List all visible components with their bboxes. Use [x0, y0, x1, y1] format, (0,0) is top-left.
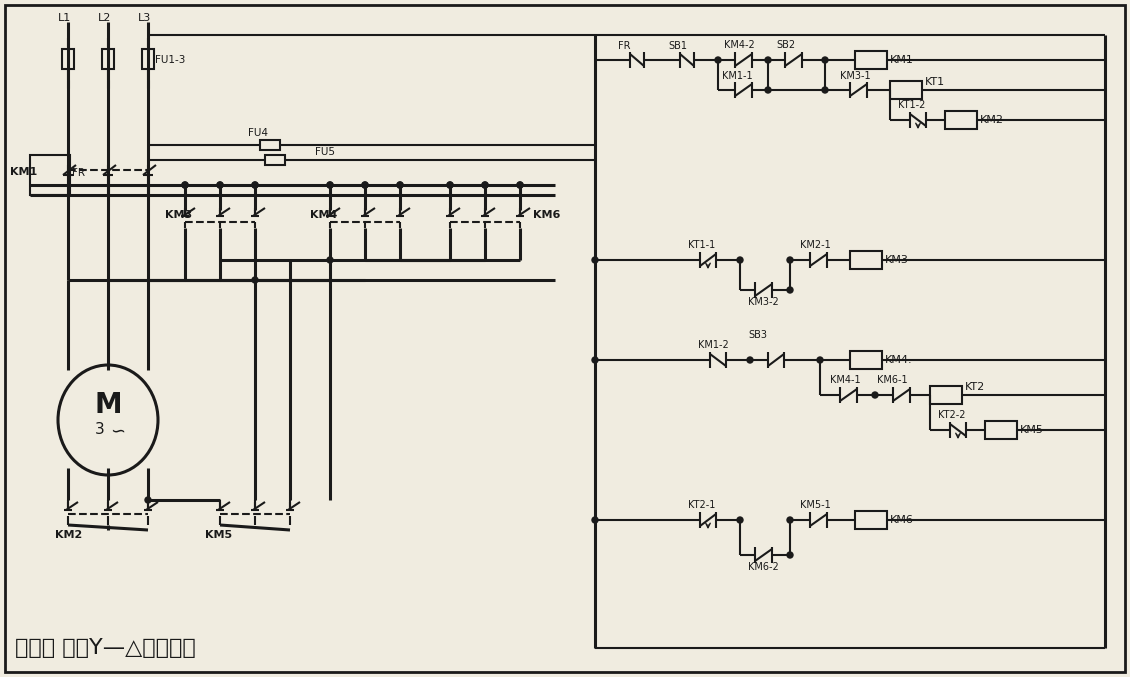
Circle shape: [737, 257, 744, 263]
Circle shape: [447, 182, 453, 188]
Bar: [102, 49, 114, 69]
Text: 3: 3: [95, 422, 105, 437]
Circle shape: [786, 287, 793, 293]
Text: KM5: KM5: [1020, 425, 1044, 435]
Circle shape: [447, 182, 453, 188]
Circle shape: [252, 182, 258, 188]
Text: SB1: SB1: [668, 41, 687, 51]
Text: FR: FR: [618, 41, 631, 51]
Circle shape: [737, 517, 744, 523]
Text: KM6-1: KM6-1: [877, 375, 907, 385]
Bar: [945, 111, 977, 129]
Circle shape: [765, 87, 771, 93]
Text: M: M: [94, 391, 122, 419]
Circle shape: [327, 182, 333, 188]
Text: FU1-3: FU1-3: [155, 55, 185, 65]
Text: KT1-2: KT1-2: [898, 100, 925, 110]
Circle shape: [362, 182, 368, 188]
Bar: [930, 386, 962, 404]
Circle shape: [592, 517, 598, 523]
Text: 全自动 可逆Y—△减压启动: 全自动 可逆Y—△减压启动: [15, 638, 195, 658]
Circle shape: [397, 182, 403, 188]
Circle shape: [217, 182, 223, 188]
Text: FU4: FU4: [247, 128, 268, 138]
Text: KT2-1: KT2-1: [688, 500, 715, 510]
Bar: [31, 155, 70, 195]
Text: KM3-2: KM3-2: [748, 297, 779, 307]
Text: KM4.: KM4.: [885, 355, 913, 365]
Text: KM2-1: KM2-1: [800, 240, 831, 250]
Circle shape: [252, 277, 258, 283]
Circle shape: [822, 57, 828, 63]
Text: KT1: KT1: [925, 77, 945, 87]
Text: KM1: KM1: [10, 167, 37, 177]
Bar: [985, 421, 1017, 439]
Bar: [142, 49, 154, 69]
Bar: [855, 51, 887, 69]
Circle shape: [397, 182, 403, 188]
Text: KM1-2: KM1-2: [698, 340, 729, 350]
Text: KM1-1: KM1-1: [722, 71, 753, 81]
Circle shape: [217, 182, 223, 188]
Text: L2: L2: [98, 13, 112, 23]
Text: FR: FR: [72, 168, 85, 178]
Text: KM6: KM6: [533, 210, 560, 220]
Bar: [850, 351, 883, 369]
Circle shape: [145, 497, 151, 503]
Text: KM6-2: KM6-2: [748, 562, 779, 572]
Circle shape: [592, 257, 598, 263]
Bar: [62, 49, 73, 69]
Text: KT1-1: KT1-1: [688, 240, 715, 250]
Text: KM4: KM4: [310, 210, 338, 220]
Circle shape: [822, 87, 828, 93]
Bar: [855, 511, 887, 529]
Text: KM5-1: KM5-1: [800, 500, 831, 510]
Text: KT2: KT2: [965, 382, 985, 392]
Circle shape: [327, 257, 333, 263]
Text: FU5: FU5: [315, 147, 334, 157]
Text: ∽: ∽: [111, 423, 125, 441]
Bar: [850, 251, 883, 269]
Bar: [266, 155, 285, 165]
Circle shape: [817, 357, 823, 363]
Text: SB3: SB3: [748, 330, 767, 340]
Text: KT2-2: KT2-2: [938, 410, 965, 420]
Text: KM6: KM6: [890, 515, 914, 525]
Text: KM5: KM5: [205, 530, 232, 540]
Circle shape: [786, 517, 793, 523]
Circle shape: [786, 257, 793, 263]
Text: KM4-1: KM4-1: [831, 375, 861, 385]
Circle shape: [483, 182, 488, 188]
Circle shape: [518, 182, 523, 188]
Circle shape: [765, 57, 771, 63]
Text: KM2: KM2: [980, 115, 1003, 125]
Text: KM2: KM2: [55, 530, 82, 540]
Text: L3: L3: [138, 13, 151, 23]
Bar: [890, 81, 922, 99]
Text: KM1: KM1: [890, 55, 914, 65]
Circle shape: [182, 182, 188, 188]
Bar: [260, 140, 280, 150]
Circle shape: [592, 357, 598, 363]
Circle shape: [715, 57, 721, 63]
Text: KM3: KM3: [885, 255, 909, 265]
Circle shape: [327, 182, 333, 188]
Circle shape: [252, 182, 258, 188]
Circle shape: [483, 182, 488, 188]
Circle shape: [362, 182, 368, 188]
Text: L1: L1: [58, 13, 71, 23]
Circle shape: [786, 552, 793, 558]
Text: KM4-2: KM4-2: [724, 40, 755, 50]
Circle shape: [872, 392, 878, 398]
Text: KM3-1: KM3-1: [840, 71, 870, 81]
Text: SB2: SB2: [776, 40, 796, 50]
Circle shape: [747, 357, 753, 363]
Circle shape: [182, 182, 188, 188]
Circle shape: [518, 182, 523, 188]
Text: KM3: KM3: [165, 210, 192, 220]
